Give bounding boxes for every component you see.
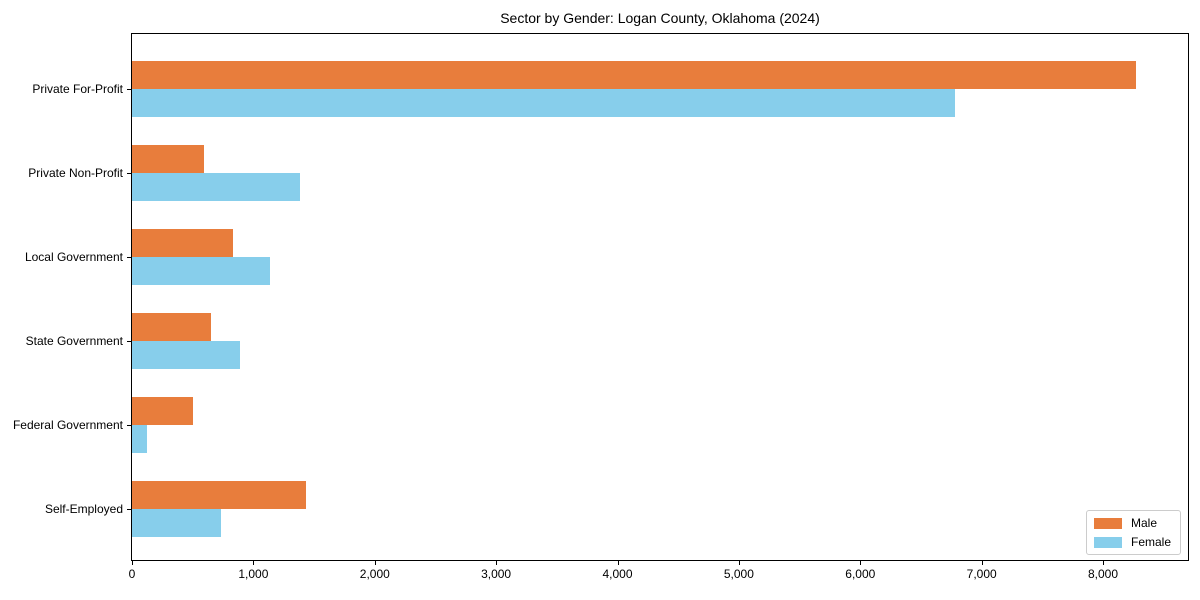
y-tick-mark (127, 173, 131, 174)
bar-male-3 (132, 313, 211, 341)
x-tick-label: 0 (128, 567, 136, 581)
x-tick-mark (860, 561, 862, 565)
x-tick-label: 2,000 (359, 567, 390, 581)
legend-item-female: Female (1093, 535, 1171, 549)
bar-female-3 (132, 341, 240, 369)
y-tick-mark (127, 89, 131, 90)
y-axis-label: Federal Government (12, 418, 123, 432)
legend-label-female: Female (1130, 535, 1171, 549)
x-tick-mark (617, 561, 619, 565)
y-tick-mark (127, 509, 131, 510)
bar-female-5 (132, 509, 221, 537)
bar-female-1 (132, 173, 300, 201)
y-tick-mark (127, 341, 131, 342)
chart-title: Sector by Gender: Logan County, Oklahoma… (500, 10, 820, 26)
x-tick-mark (1103, 561, 1104, 565)
bar-male-1 (132, 145, 204, 173)
bar-female-0 (132, 89, 955, 117)
y-tick-mark (127, 257, 131, 258)
x-tick-mark (374, 561, 376, 565)
legend-swatch-male (1093, 517, 1122, 529)
bar-female-2 (132, 257, 271, 285)
x-tick-label: 6,000 (845, 567, 876, 581)
x-tick-mark (253, 561, 255, 565)
y-axis-label: Self-Employed (44, 502, 123, 516)
x-tick-label: 5,000 (723, 567, 754, 581)
legend: Male Female (1085, 510, 1181, 555)
y-axis-label: Local Government (24, 250, 123, 264)
bar-female-4 (132, 425, 147, 453)
x-tick-label: 4,000 (602, 567, 633, 581)
bar-male-5 (132, 481, 306, 509)
x-tick-mark (738, 561, 740, 565)
legend-item-male: Male (1093, 516, 1171, 530)
y-axis-label: Private For-Profit (32, 82, 123, 96)
legend-label-male: Male (1130, 516, 1157, 530)
x-tick-mark (496, 561, 498, 565)
x-tick-label: 1,000 (238, 567, 269, 581)
bar-male-0 (132, 61, 1136, 89)
x-tick-label: 8,000 (1087, 567, 1119, 581)
legend-swatch-female (1093, 536, 1122, 548)
y-axis-label: Private Non-Profit (28, 166, 123, 180)
x-tick-mark (981, 561, 983, 565)
y-axis-label: State Government (25, 334, 123, 348)
bar-male-4 (132, 397, 193, 425)
x-tick-label: 7,000 (966, 567, 997, 581)
bar-male-2 (132, 229, 233, 257)
x-tick-mark (132, 561, 133, 565)
plot-area: Male Female (131, 33, 1189, 561)
x-tick-label: 3,000 (481, 567, 512, 581)
y-tick-mark (127, 425, 131, 426)
